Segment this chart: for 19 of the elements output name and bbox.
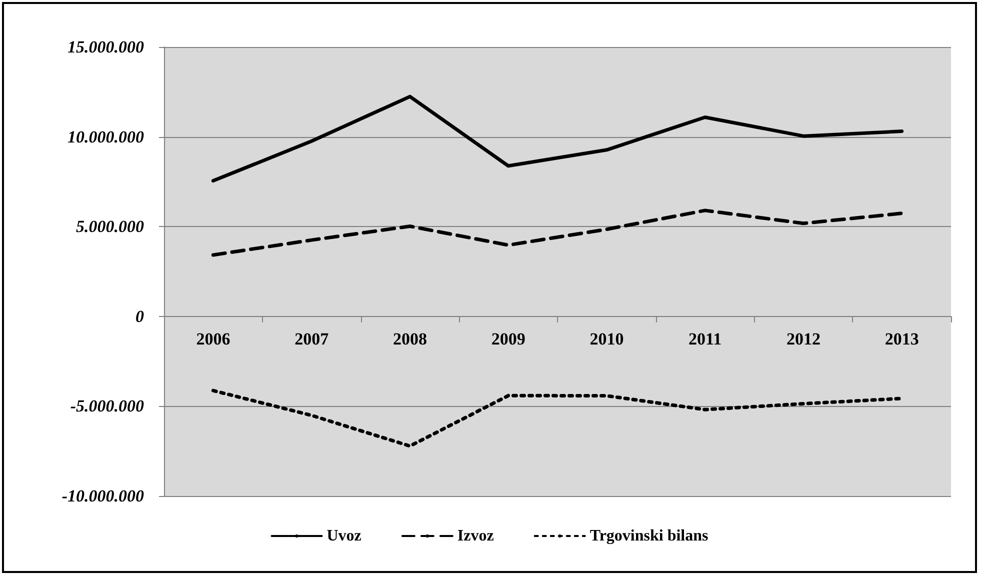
y-tick-label: 5.000.000 xyxy=(76,217,144,236)
legend-label: Trgovinski bilans xyxy=(590,528,708,544)
line-series xyxy=(211,94,904,183)
y-tick-label: 10.000.000 xyxy=(68,127,144,146)
x-tick-label: 2011 xyxy=(688,329,722,348)
y-tick-label: 15.000.000 xyxy=(68,38,144,56)
x-tick-label: 2012 xyxy=(786,329,820,348)
x-tick-label: 2013 xyxy=(884,329,919,348)
x-tick-label: 2007 xyxy=(294,329,330,348)
y-tick-label: -5.000.000 xyxy=(70,396,144,416)
y-tick-label: 0 xyxy=(136,306,144,326)
x-tick-label: 2009 xyxy=(491,329,526,348)
x-tick-label: 2006 xyxy=(196,329,230,348)
x-tick-label: 2008 xyxy=(392,329,427,348)
line-series xyxy=(211,208,904,257)
legend-label: Izvoz xyxy=(457,528,494,544)
x-tick-label: 2010 xyxy=(590,329,624,348)
legend-label: Uvoz xyxy=(326,528,362,544)
y-tick-label: -10.000.000 xyxy=(62,486,144,506)
